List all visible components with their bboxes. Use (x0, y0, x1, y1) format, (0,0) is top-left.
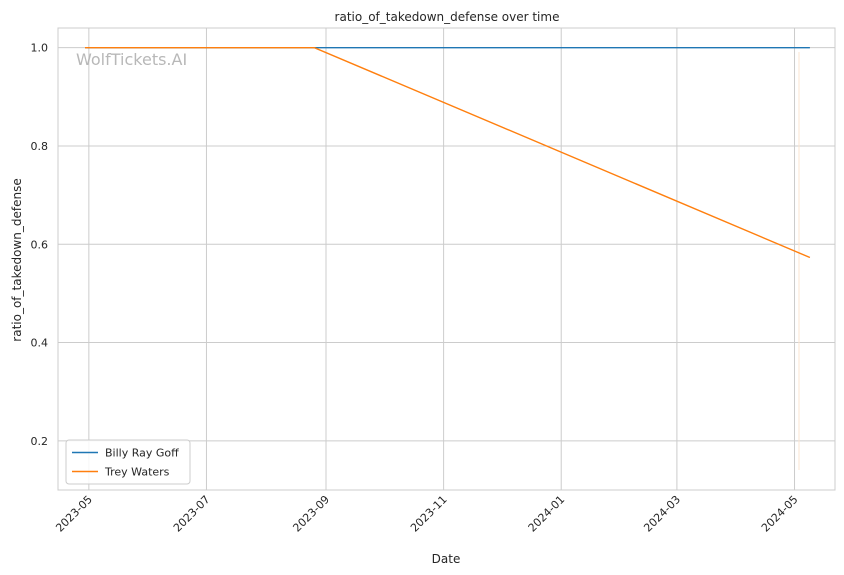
y-tick-label: 0.6 (31, 238, 49, 251)
series-line-trey-waters (85, 47, 811, 259)
watermark-text: WolfTickets.AI (76, 50, 187, 69)
series-layer (85, 47, 811, 259)
legend-box (65, 439, 191, 485)
y-axis-title: ratio_of_takedown_defense (10, 178, 24, 341)
legend: Billy Ray Goff Trey Waters (65, 439, 191, 485)
y-tick-label: 0.4 (31, 337, 49, 350)
legend-label-trey-waters: Trey Waters (104, 466, 170, 479)
y-tick-label: 0.8 (31, 140, 49, 153)
y-tick-label: 0.2 (31, 435, 49, 448)
plot-area (57, 27, 836, 491)
y-tick-labels: 0.2 0.4 0.6 0.8 1.0 (31, 42, 49, 448)
x-axis-title: Date (432, 552, 461, 566)
chart-title: ratio_of_takedown_defense over time (335, 10, 560, 24)
legend-label-billy-ray-goff: Billy Ray Goff (105, 447, 179, 460)
y-tick-label: 1.0 (31, 42, 49, 55)
